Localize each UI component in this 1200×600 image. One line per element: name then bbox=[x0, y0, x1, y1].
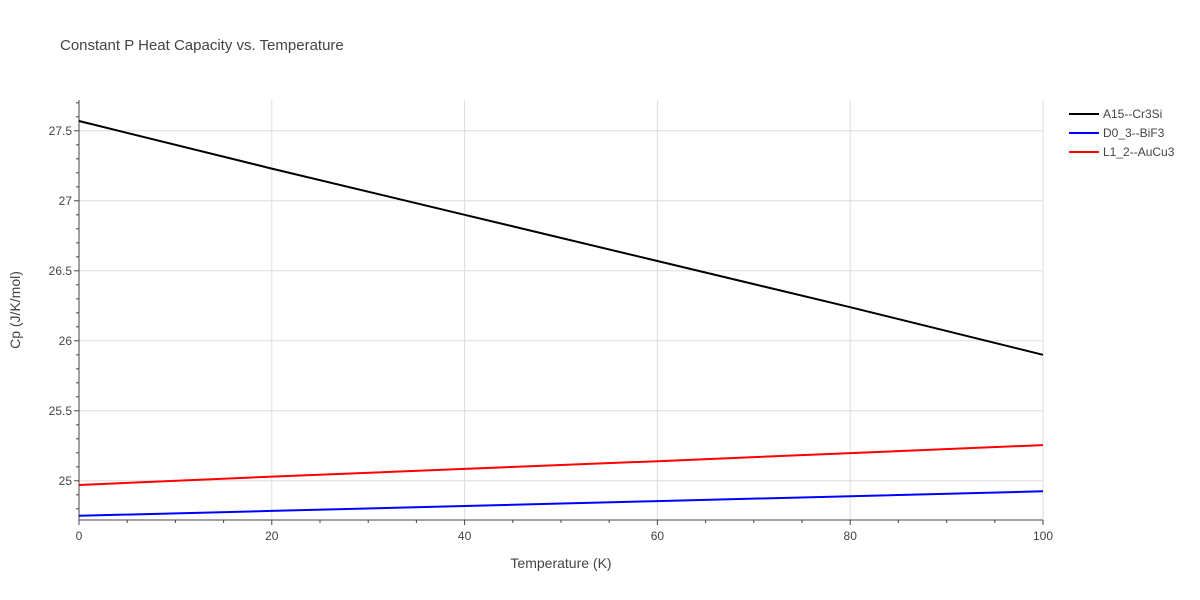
y-tick-label: 26.5 bbox=[49, 264, 73, 278]
legend-label: A15--Cr3Si bbox=[1103, 107, 1162, 121]
series-line-0[interactable] bbox=[78, 120, 1044, 356]
x-tick-label: 60 bbox=[651, 529, 665, 543]
y-tick-label: 26 bbox=[59, 334, 73, 348]
y-tick-label: 25.5 bbox=[49, 404, 73, 418]
y-tick-label: 27.5 bbox=[49, 124, 73, 138]
legend-label: L1_2--AuCu3 bbox=[1103, 145, 1175, 159]
x-tick-label: 80 bbox=[844, 529, 858, 543]
x-tick-label: 100 bbox=[1033, 529, 1053, 543]
chart-title: Constant P Heat Capacity vs. Temperature bbox=[60, 37, 344, 54]
x-axis-label: Temperature (K) bbox=[510, 555, 611, 571]
series-line-2[interactable] bbox=[78, 444, 1044, 486]
series-line-1[interactable] bbox=[78, 490, 1044, 517]
x-tick-label: 40 bbox=[458, 529, 472, 543]
x-tick-label: 0 bbox=[76, 529, 83, 543]
legend-item-1[interactable]: D0_3--BiF3 bbox=[1069, 126, 1165, 140]
y-tick-label: 27 bbox=[59, 194, 73, 208]
legend-label: D0_3--BiF3 bbox=[1103, 126, 1165, 140]
y-tick-label: 25 bbox=[59, 474, 73, 488]
plot-area: 0 20 40 60 80 100 25 25.5 26 26.5 27 27.5 bbox=[49, 100, 1053, 543]
legend-item-2[interactable]: L1_2--AuCu3 bbox=[1069, 145, 1175, 159]
x-tick-label: 20 bbox=[265, 529, 279, 543]
legend-item-0[interactable]: A15--Cr3Si bbox=[1069, 107, 1162, 121]
legend[interactable]: A15--Cr3Si D0_3--BiF3 L1_2--AuCu3 bbox=[1069, 107, 1175, 159]
y-axis-label: Cp (J/K/mol) bbox=[7, 271, 23, 349]
